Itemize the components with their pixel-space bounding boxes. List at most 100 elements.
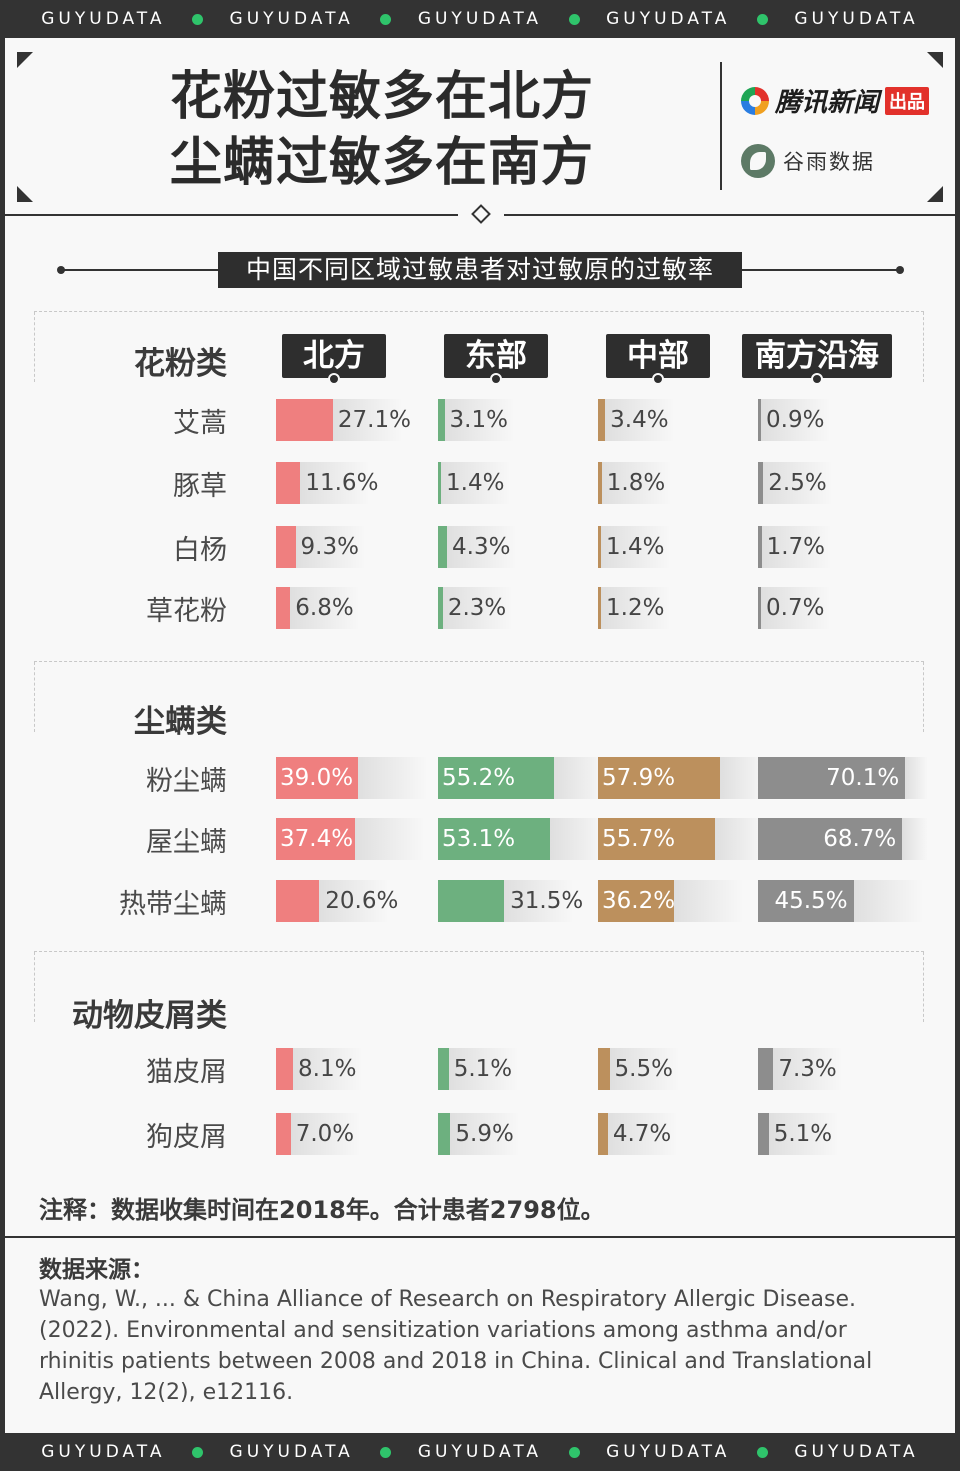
footnote: 注释：数据收集时间在2018年。合计患者2798位。 xyxy=(39,1196,605,1224)
bar-shadow xyxy=(601,587,671,629)
bar-cell: 3.4% xyxy=(598,399,748,441)
banner-dot xyxy=(380,1446,392,1458)
title-line: 尘螨过敏多在南方 xyxy=(170,133,595,193)
subtitle-dot xyxy=(57,266,65,274)
banner-word: GUYUDATA xyxy=(41,1442,166,1462)
data-bar xyxy=(438,399,445,441)
bar-shadow xyxy=(601,462,672,504)
bar-cell: 7.0% xyxy=(276,1113,426,1155)
subtitle-rule xyxy=(742,269,900,271)
value-label: 11.6% xyxy=(305,470,379,496)
bar-cell: 1.2% xyxy=(598,587,748,629)
category-label: 尘螨类 xyxy=(134,704,227,740)
data-bar xyxy=(758,757,906,799)
region-pin-icon xyxy=(652,373,664,385)
data-bar xyxy=(276,880,320,922)
region-label: 东部 xyxy=(465,338,527,374)
bar-shadow xyxy=(853,880,924,922)
value-label: 7.0% xyxy=(295,1121,355,1147)
bar-cell: 31.5% xyxy=(438,880,588,922)
value-label: 5.1% xyxy=(453,1056,513,1082)
bar-cell: 0.9% xyxy=(758,399,908,441)
data-bar xyxy=(438,880,505,922)
value-label: 27.1% xyxy=(337,407,411,433)
bar-cell: 8.1% xyxy=(276,1048,426,1090)
value-label: 4.7% xyxy=(612,1121,672,1147)
section-frame xyxy=(34,661,924,732)
data-bar xyxy=(438,1048,449,1090)
header-rule xyxy=(5,214,458,216)
bar-shadow xyxy=(605,399,676,441)
region-label: 北方 xyxy=(303,338,365,374)
value-label: 0.7% xyxy=(766,595,825,621)
data-bar xyxy=(598,1113,608,1155)
banner-dot xyxy=(192,1446,204,1458)
value-label: 2.5% xyxy=(768,470,827,496)
region-label: 中部 xyxy=(627,338,689,374)
bar-cell: 5.5% xyxy=(598,1048,748,1090)
value-label: 57.9% xyxy=(602,765,676,791)
value-label: 7.3% xyxy=(778,1056,837,1082)
bar-shadow xyxy=(763,462,834,504)
bar-cell: 1.4% xyxy=(598,526,748,568)
data-bar xyxy=(276,587,291,629)
data-bar xyxy=(598,880,675,922)
value-label: 45.5% xyxy=(774,888,848,914)
page-title: 花粉过敏多在北方 尘螨过敏多在南方 xyxy=(170,64,690,196)
bar-cell: 39.0% xyxy=(276,757,428,799)
value-label: 3.1% xyxy=(449,407,508,433)
value-label: 1.2% xyxy=(606,595,665,621)
data-bar xyxy=(598,526,601,568)
bar-shadow xyxy=(905,757,928,799)
region-pin-icon xyxy=(328,373,340,385)
value-label: 37.4% xyxy=(280,826,354,852)
value-label: 68.7% xyxy=(823,826,897,852)
bar-shadow xyxy=(607,1113,678,1155)
bar-shadow xyxy=(442,587,513,629)
category-label: 花粉类 xyxy=(134,346,227,382)
bar-cell: 4.7% xyxy=(598,1113,748,1155)
banner-dot xyxy=(756,13,768,25)
region-pin-icon xyxy=(811,373,823,385)
data-bar xyxy=(758,880,854,922)
banner-word: GUYUDATA xyxy=(794,1442,919,1462)
bar-cell: 1.4% xyxy=(438,462,588,504)
data-bar xyxy=(438,818,550,860)
data-bar xyxy=(598,1048,610,1090)
allergen-label: 热带尘螨 xyxy=(119,889,227,920)
bar-cell: 5.9% xyxy=(438,1113,588,1155)
tencent-news-logo-icon xyxy=(741,86,769,115)
region-header: 中部 xyxy=(606,334,710,385)
category-label: 动物皮屑类 xyxy=(72,998,227,1034)
data-bar xyxy=(758,1113,769,1155)
banner-dot xyxy=(568,1446,580,1458)
allergen-label: 豚草 xyxy=(173,471,227,502)
banner-word: GUYUDATA xyxy=(606,9,731,29)
guyu-data-brand: 谷雨数据 xyxy=(741,144,875,178)
value-label: 39.0% xyxy=(280,765,354,791)
brand-name: 腾讯新闻 xyxy=(775,88,880,118)
bar-shadow xyxy=(444,399,515,441)
bar-cell: 2.5% xyxy=(758,462,908,504)
corner-mark xyxy=(927,186,943,202)
allergen-label: 狗皮屑 xyxy=(146,1122,227,1153)
bar-shadow xyxy=(290,1113,361,1155)
bottom-banner-strip: GUYUDATA GUYUDATA GUYUDATA GUYUDATA GUYU… xyxy=(0,1433,960,1471)
banner-word: GUYUDATA xyxy=(606,1442,731,1462)
value-label: 5.1% xyxy=(773,1121,833,1147)
diamond-icon xyxy=(471,204,491,224)
brand-badge: 出品 xyxy=(885,86,930,115)
bar-shadow xyxy=(448,1048,519,1090)
bar-cell: 5.1% xyxy=(438,1048,588,1090)
header-rule xyxy=(504,214,955,216)
bar-cell: 11.6% xyxy=(276,462,426,504)
region-header: 北方 xyxy=(282,334,386,385)
data-bar xyxy=(758,1048,774,1090)
value-label: 1.8% xyxy=(606,470,666,496)
data-bar xyxy=(758,587,761,629)
region-header: 南方沿海 xyxy=(742,334,892,385)
allergen-label: 艾蒿 xyxy=(173,408,227,439)
banner-word: GUYUDATA xyxy=(41,9,166,29)
header-divider xyxy=(720,62,722,190)
bar-shadow xyxy=(902,818,928,860)
